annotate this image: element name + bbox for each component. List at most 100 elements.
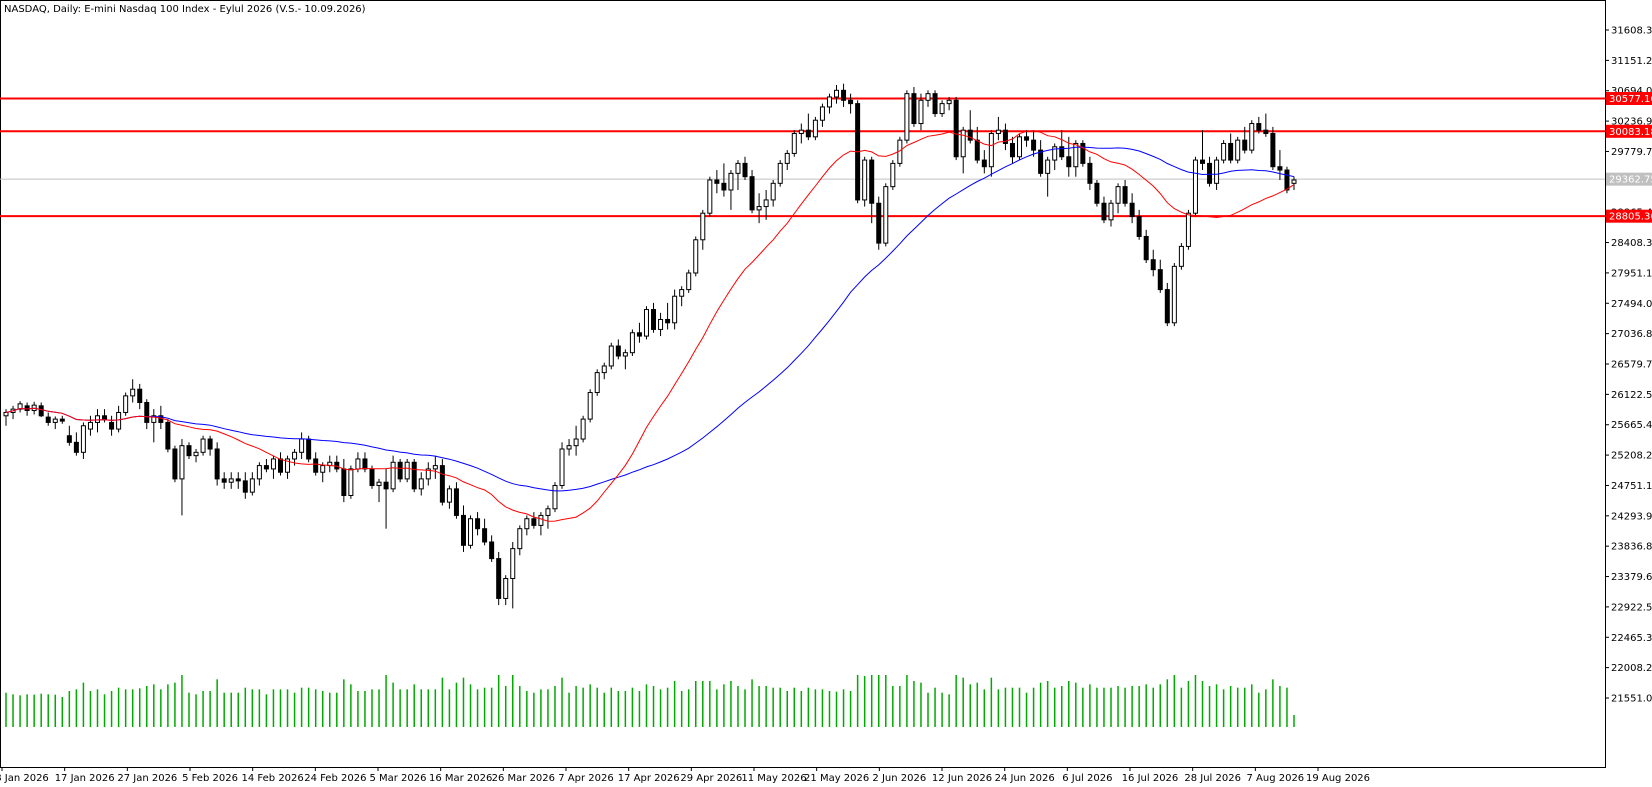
bull-candle-body bbox=[468, 518, 474, 546]
bear-candle-body bbox=[1066, 156, 1072, 168]
candle bbox=[285, 455, 291, 479]
candle bbox=[636, 322, 642, 343]
candle bbox=[10, 405, 16, 420]
y-tick-label: 25665.40 bbox=[1611, 420, 1652, 431]
candle bbox=[468, 515, 474, 549]
x-tick-label: 27 Jan 2026 bbox=[117, 773, 177, 784]
candle bbox=[819, 103, 825, 127]
bull-candle-body bbox=[538, 514, 544, 526]
current-price-tag bbox=[1606, 172, 1652, 186]
candle bbox=[1249, 120, 1255, 154]
candle bbox=[777, 160, 783, 187]
candle bbox=[834, 85, 840, 104]
bear-candle-body bbox=[411, 461, 417, 490]
bear-candle-body bbox=[1284, 169, 1290, 191]
bull-candle-body bbox=[348, 468, 354, 496]
y-tick-label: 26579.70 bbox=[1611, 360, 1652, 371]
bull-candle-body bbox=[686, 272, 692, 291]
level-price-tag bbox=[1606, 124, 1652, 138]
bear-candle-body bbox=[1143, 235, 1149, 261]
bear-candle-body bbox=[1157, 269, 1163, 291]
candle bbox=[756, 193, 762, 224]
bear-candle-body bbox=[1207, 162, 1213, 184]
candle bbox=[1164, 282, 1170, 327]
current-price-label: 29362.75 bbox=[1609, 175, 1652, 186]
x-tick-label: 24 Jun 2026 bbox=[995, 773, 1055, 784]
bull-candle-body bbox=[1249, 123, 1255, 151]
y-tick-label: 22008.20 bbox=[1611, 663, 1652, 674]
bull-candle-body bbox=[80, 425, 86, 453]
candle bbox=[242, 472, 248, 499]
candle bbox=[770, 179, 776, 207]
candle bbox=[1214, 156, 1220, 190]
candle bbox=[1235, 136, 1241, 164]
x-tick-label: 11 May 2026 bbox=[741, 773, 806, 784]
x-tick-label: 16 Jul 2026 bbox=[1122, 773, 1179, 784]
candle bbox=[228, 472, 234, 489]
y-tick-label: 21551.05 bbox=[1611, 694, 1652, 705]
bull-candle-body bbox=[552, 485, 558, 510]
candle bbox=[594, 369, 600, 396]
bull-candle-body bbox=[608, 345, 614, 367]
bull-candle-body bbox=[939, 103, 945, 115]
bull-candle-body bbox=[249, 478, 255, 493]
candle bbox=[1143, 229, 1149, 264]
y-tick-label: 27494.00 bbox=[1611, 299, 1652, 310]
candle bbox=[1087, 156, 1093, 190]
bull-candle-body bbox=[826, 96, 832, 108]
y-tick-label: 27951.15 bbox=[1611, 268, 1652, 279]
bull-candle-body bbox=[116, 411, 122, 430]
candle bbox=[390, 455, 396, 493]
bear-candle-body bbox=[453, 488, 459, 516]
bear-candle-body bbox=[496, 558, 502, 599]
candle bbox=[615, 339, 621, 360]
candle bbox=[876, 196, 882, 250]
bear-candle-body bbox=[1122, 186, 1128, 204]
bull-candle-body bbox=[418, 478, 424, 490]
candle bbox=[841, 83, 847, 107]
bull-candle-body bbox=[756, 206, 762, 211]
candle bbox=[3, 409, 9, 426]
y-tick-label: 27036.85 bbox=[1611, 329, 1652, 340]
x-tick-label: 7 Apr 2026 bbox=[558, 773, 613, 784]
candle bbox=[601, 362, 607, 380]
bear-candle-body bbox=[714, 179, 720, 184]
bull-candle-body bbox=[883, 186, 889, 244]
level-price-label: 30577.16 bbox=[1609, 94, 1652, 105]
candle bbox=[967, 110, 973, 144]
bear-candle-body bbox=[932, 93, 938, 115]
bull-candle-body bbox=[179, 445, 185, 480]
candle bbox=[186, 442, 192, 459]
bear-candle-body bbox=[981, 159, 987, 168]
candle bbox=[1108, 199, 1114, 227]
bear-candle-body bbox=[489, 541, 495, 560]
bear-candle-body bbox=[911, 93, 917, 125]
bear-candle-body bbox=[665, 318, 671, 324]
bull-candle-body bbox=[777, 162, 783, 184]
candle bbox=[672, 289, 678, 330]
bull-candle-body bbox=[256, 465, 262, 480]
bear-candle-body bbox=[137, 388, 143, 404]
candle bbox=[45, 412, 51, 426]
candle bbox=[763, 189, 769, 220]
bear-candle-body bbox=[102, 415, 108, 420]
bear-candle-body bbox=[165, 421, 171, 450]
candle bbox=[1200, 130, 1206, 171]
candle bbox=[362, 452, 368, 473]
bear-candle-body bbox=[24, 405, 30, 411]
y-tick-label: 24293.95 bbox=[1611, 511, 1652, 522]
bull-candle-body bbox=[791, 133, 797, 154]
bear-candle-body bbox=[475, 518, 481, 530]
bull-candle-body bbox=[404, 461, 410, 480]
bull-candle-body bbox=[559, 448, 565, 487]
x-tick-label: 8 Jan 2026 bbox=[0, 773, 49, 784]
candle bbox=[460, 505, 466, 552]
plot-frame bbox=[0, 0, 1606, 768]
candle bbox=[665, 302, 671, 330]
bull-candle-body bbox=[94, 415, 100, 423]
slow-moving-average-line bbox=[5, 146, 1295, 492]
x-tick-label: 7 Aug 2026 bbox=[1246, 773, 1304, 784]
bull-candle-body bbox=[819, 106, 825, 121]
x-tick-label: 17 Jan 2026 bbox=[55, 773, 115, 784]
